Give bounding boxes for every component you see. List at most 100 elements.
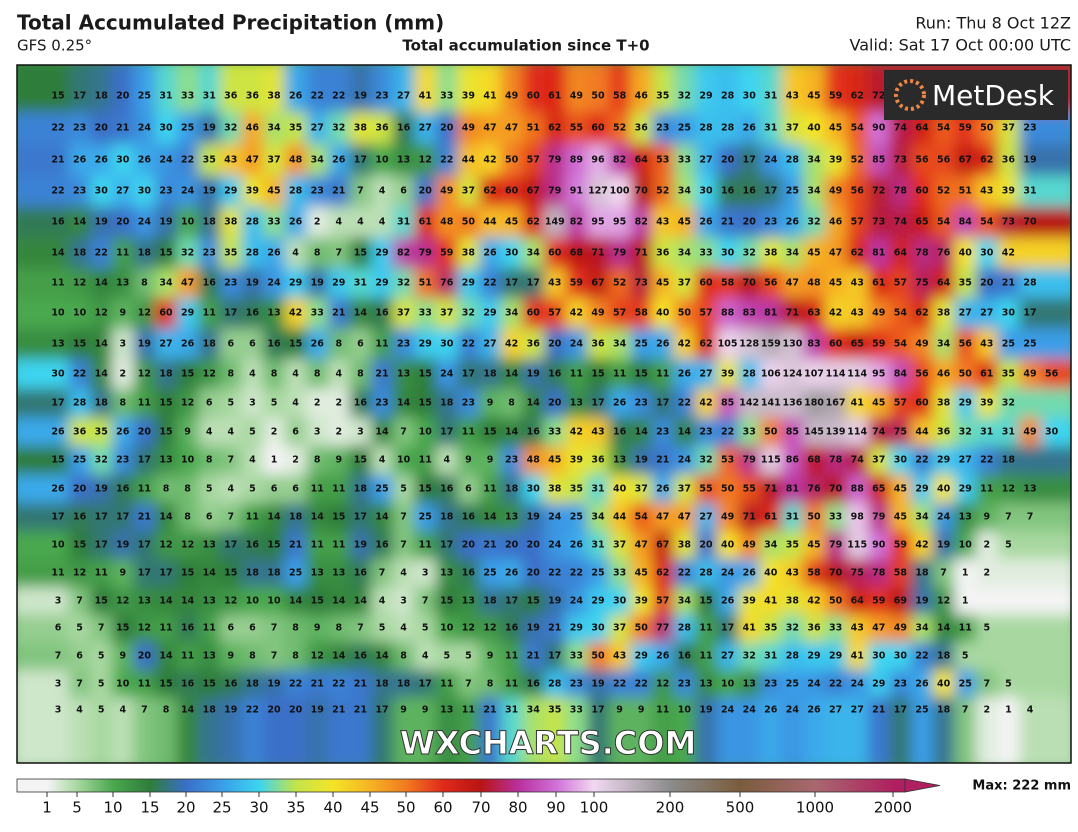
cell: [587, 531, 610, 560]
cell-label: 14: [332, 651, 346, 662]
cell-label: 12: [419, 155, 432, 166]
cell: [306, 65, 329, 113]
cell: [155, 237, 178, 269]
cell: [781, 587, 804, 615]
cell: [392, 298, 415, 329]
cell-label: 35: [764, 623, 777, 634]
cell-label: 60: [159, 308, 173, 319]
cell-label: 19: [635, 455, 648, 466]
cell: [284, 531, 307, 560]
cell: [565, 697, 588, 763]
cell: [328, 112, 351, 145]
cell: [781, 503, 804, 532]
cell-label: 29: [570, 623, 583, 634]
cell-label: 12: [656, 679, 669, 690]
cell-label: 24: [548, 512, 562, 523]
cell: [1019, 328, 1071, 360]
cell: [371, 642, 394, 671]
cell-label: 21: [311, 679, 324, 690]
cell-label: 85: [786, 427, 799, 438]
cell: [932, 503, 955, 532]
cell: [738, 642, 761, 671]
cell-label: 25: [419, 512, 432, 523]
cell: [284, 298, 307, 329]
cell-label: 62: [980, 155, 993, 166]
cell: [112, 587, 135, 615]
cell-label: 39: [570, 455, 583, 466]
cell: [738, 697, 761, 763]
cell: [522, 474, 545, 504]
cell-label: 14: [51, 248, 65, 259]
cell: [263, 642, 286, 671]
cell: [306, 112, 329, 145]
cell: [133, 298, 156, 329]
cell: [565, 206, 588, 238]
cell-label: 31: [397, 217, 410, 228]
cell: [176, 237, 199, 269]
cell-label: 14: [505, 427, 519, 438]
cell: [738, 531, 761, 560]
cell-label: 50: [980, 123, 994, 134]
cell-label: 23: [699, 427, 712, 438]
cell-label: 16: [246, 308, 260, 319]
cell-label: 16: [181, 623, 195, 634]
cell-label: 15: [159, 679, 172, 690]
cell: [695, 446, 718, 475]
cell-label: 60: [591, 123, 605, 134]
cell-label: 14: [289, 596, 303, 607]
cell: [565, 417, 588, 447]
cell-label: 5: [98, 679, 105, 690]
cell: [371, 697, 394, 763]
cell-label: 13: [505, 512, 518, 523]
cell-label: 32: [224, 123, 237, 134]
cell-label: 96: [591, 155, 605, 166]
cell-label: 11: [419, 540, 432, 551]
cell: [500, 614, 523, 643]
cell-label: 11: [959, 623, 972, 634]
colorbar-label: 5: [72, 799, 82, 817]
cell: [673, 206, 696, 238]
cell: [436, 503, 459, 532]
cell: [220, 388, 243, 418]
cell: [68, 359, 91, 389]
cell-label: 30: [894, 651, 908, 662]
cell-label: 29: [699, 91, 712, 102]
cell-label: 17: [419, 679, 432, 690]
cell: [112, 112, 135, 145]
cell-label: 2: [983, 705, 990, 716]
cell-label: 7: [335, 248, 342, 259]
cell-label: 13: [959, 512, 972, 523]
cell: [565, 237, 588, 269]
cell-label: 9: [487, 398, 494, 409]
cell-label: 4: [206, 427, 213, 438]
cell: [479, 587, 502, 615]
cell: [241, 642, 264, 671]
cell: [155, 175, 178, 207]
cell: [911, 175, 934, 207]
cell-label: 65: [872, 484, 885, 495]
cell: [652, 359, 675, 389]
cell: [349, 614, 372, 643]
cell: [954, 388, 977, 418]
cell: [414, 112, 437, 145]
cell: [889, 268, 912, 299]
cell: [306, 388, 329, 418]
cell: [349, 298, 372, 329]
cell: [68, 268, 91, 299]
cell: [652, 642, 675, 671]
cell-label: 33: [548, 427, 561, 438]
cell: [544, 670, 567, 698]
cell: [155, 503, 178, 532]
cell: [500, 503, 523, 532]
cell: [911, 614, 934, 643]
cell-label: 61: [980, 369, 993, 380]
cell-label: 38: [354, 123, 368, 134]
cell-label: 30: [116, 155, 130, 166]
cell: [695, 559, 718, 588]
cell-label: 45: [807, 540, 820, 551]
cell: [500, 587, 523, 615]
cell-label: 27: [959, 455, 972, 466]
cell: [479, 474, 502, 504]
cell: [630, 417, 653, 447]
cell: [457, 65, 480, 113]
